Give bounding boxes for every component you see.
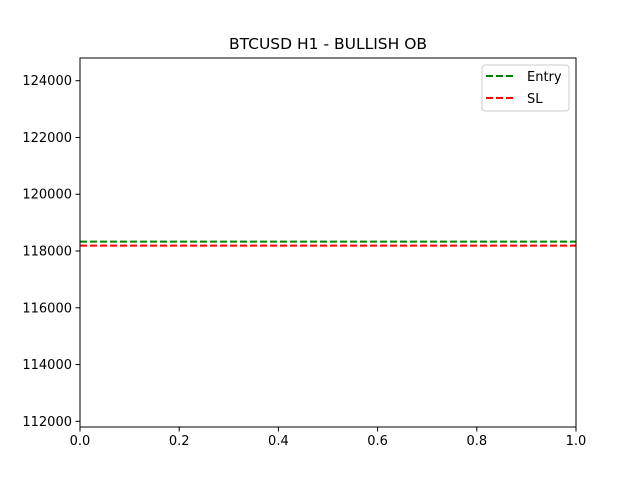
x-tick-label: 0.8 xyxy=(466,434,487,449)
series-layer xyxy=(80,240,576,247)
legend-label-entry: Entry xyxy=(527,70,562,85)
chart-title: BTCUSD H1 - BULLISH OB xyxy=(229,35,427,53)
axes-frame xyxy=(79,57,577,428)
x-tick-label: 0.0 xyxy=(70,434,91,449)
x-tick-label: 1.0 xyxy=(566,434,587,449)
axes-layer: 0.0 0.2 0.4 0.6 0.8 1.0 112000 114000 116000 1180… xyxy=(22,57,587,449)
y-tick-label: 122000 xyxy=(22,131,72,146)
x-tick-label: 0.2 xyxy=(169,434,190,449)
y-tick-label: 114000 xyxy=(22,358,72,373)
legend-label-sl: SL xyxy=(527,92,543,107)
y-tick-label: 124000 xyxy=(22,74,72,89)
y-tick-label: 112000 xyxy=(22,415,72,430)
y-tick-label: 118000 xyxy=(22,245,72,260)
y-tick-label: 120000 xyxy=(22,188,72,203)
x-tick-label: 0.4 xyxy=(268,434,289,449)
x-tick-label: 0.6 xyxy=(367,434,388,449)
legend-box xyxy=(481,64,570,112)
legend: Entry SL xyxy=(481,64,570,112)
y-tick-label: 116000 xyxy=(22,301,72,316)
